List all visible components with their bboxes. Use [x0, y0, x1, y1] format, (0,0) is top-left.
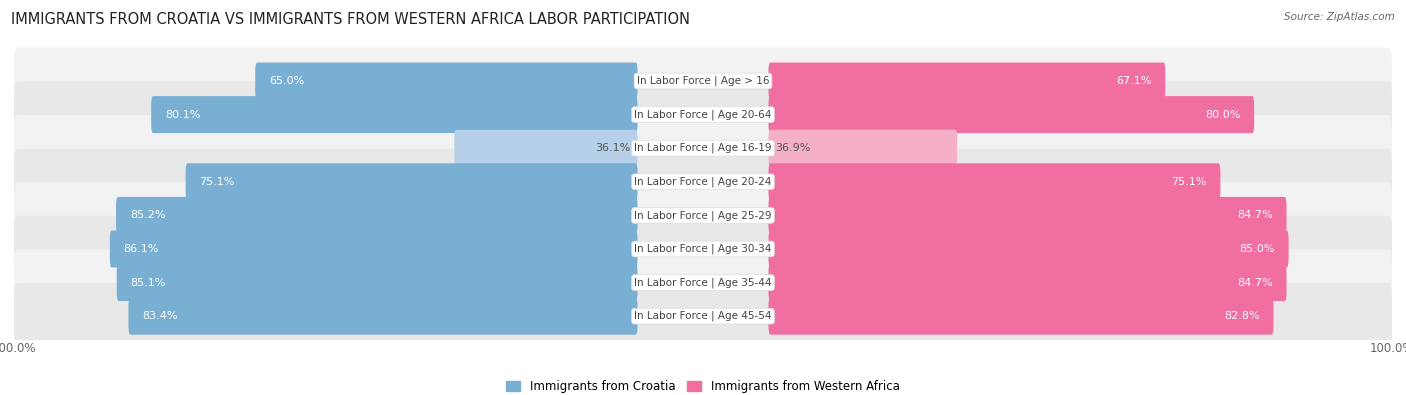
FancyBboxPatch shape — [14, 81, 1392, 148]
Text: 85.0%: 85.0% — [1240, 244, 1275, 254]
FancyBboxPatch shape — [14, 149, 1392, 215]
Text: 85.1%: 85.1% — [131, 278, 166, 288]
Text: In Labor Force | Age 20-24: In Labor Force | Age 20-24 — [634, 177, 772, 187]
FancyBboxPatch shape — [769, 298, 1274, 335]
Text: 75.1%: 75.1% — [1171, 177, 1206, 187]
Text: 75.1%: 75.1% — [200, 177, 235, 187]
FancyBboxPatch shape — [454, 130, 637, 167]
Text: Source: ZipAtlas.com: Source: ZipAtlas.com — [1284, 12, 1395, 22]
Text: In Labor Force | Age 25-29: In Labor Force | Age 25-29 — [634, 210, 772, 221]
FancyBboxPatch shape — [14, 182, 1392, 248]
FancyBboxPatch shape — [769, 130, 957, 167]
Text: 85.2%: 85.2% — [129, 211, 166, 220]
FancyBboxPatch shape — [128, 298, 637, 335]
Text: 84.7%: 84.7% — [1237, 211, 1272, 220]
FancyBboxPatch shape — [254, 62, 637, 100]
Text: 67.1%: 67.1% — [1116, 76, 1152, 86]
Text: In Labor Force | Age 20-64: In Labor Force | Age 20-64 — [634, 109, 772, 120]
Text: 36.1%: 36.1% — [595, 143, 631, 153]
Text: 83.4%: 83.4% — [142, 311, 177, 321]
FancyBboxPatch shape — [14, 249, 1392, 316]
FancyBboxPatch shape — [14, 115, 1392, 181]
Text: In Labor Force | Age > 16: In Labor Force | Age > 16 — [637, 76, 769, 86]
Text: 84.7%: 84.7% — [1237, 278, 1272, 288]
FancyBboxPatch shape — [14, 283, 1392, 350]
FancyBboxPatch shape — [769, 62, 1166, 100]
FancyBboxPatch shape — [186, 163, 637, 200]
Text: In Labor Force | Age 35-44: In Labor Force | Age 35-44 — [634, 277, 772, 288]
FancyBboxPatch shape — [152, 96, 637, 133]
Text: In Labor Force | Age 16-19: In Labor Force | Age 16-19 — [634, 143, 772, 153]
Text: In Labor Force | Age 30-34: In Labor Force | Age 30-34 — [634, 244, 772, 254]
FancyBboxPatch shape — [769, 264, 1286, 301]
FancyBboxPatch shape — [769, 96, 1254, 133]
FancyBboxPatch shape — [117, 264, 637, 301]
Text: 82.8%: 82.8% — [1225, 311, 1260, 321]
FancyBboxPatch shape — [769, 231, 1289, 267]
FancyBboxPatch shape — [110, 231, 637, 267]
FancyBboxPatch shape — [769, 197, 1286, 234]
Text: IMMIGRANTS FROM CROATIA VS IMMIGRANTS FROM WESTERN AFRICA LABOR PARTICIPATION: IMMIGRANTS FROM CROATIA VS IMMIGRANTS FR… — [11, 12, 690, 27]
FancyBboxPatch shape — [117, 197, 637, 234]
FancyBboxPatch shape — [14, 48, 1392, 114]
Text: 65.0%: 65.0% — [269, 76, 304, 86]
Text: 36.9%: 36.9% — [775, 143, 811, 153]
Text: 80.1%: 80.1% — [165, 109, 200, 120]
Text: 86.1%: 86.1% — [124, 244, 159, 254]
FancyBboxPatch shape — [769, 163, 1220, 200]
Legend: Immigrants from Croatia, Immigrants from Western Africa: Immigrants from Croatia, Immigrants from… — [502, 376, 904, 395]
Text: In Labor Force | Age 45-54: In Labor Force | Age 45-54 — [634, 311, 772, 322]
FancyBboxPatch shape — [14, 216, 1392, 282]
Text: 80.0%: 80.0% — [1205, 109, 1240, 120]
